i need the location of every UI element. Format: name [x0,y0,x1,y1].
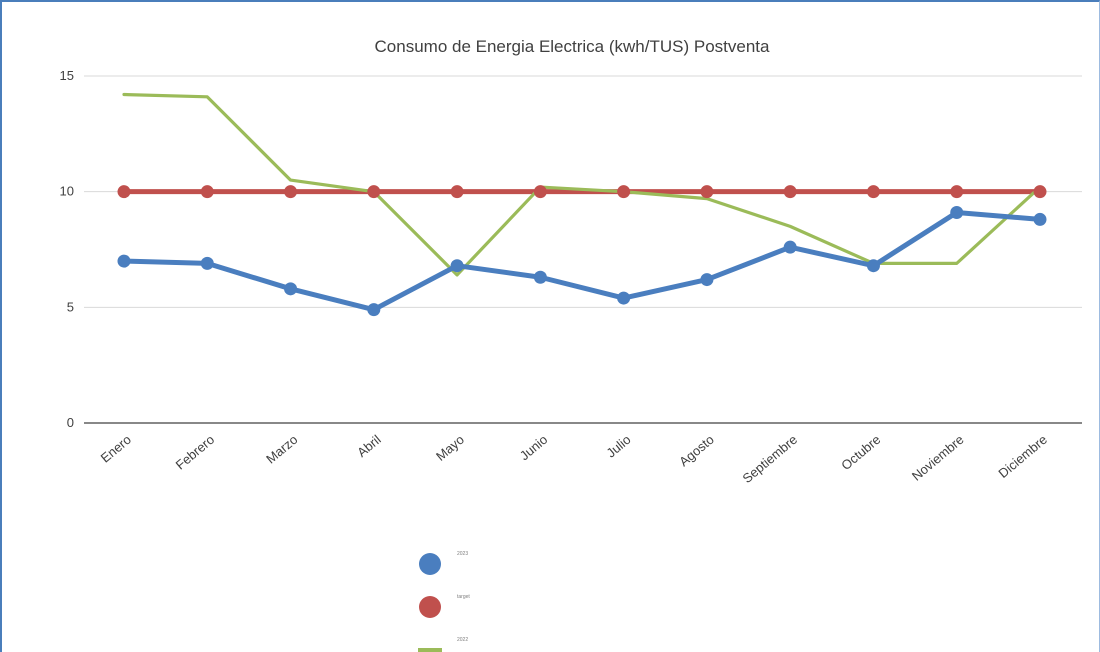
chart-title: Consumo de Energia Electrica (kwh/TUS) P… [375,37,770,56]
x-tick-label: Marzo [263,432,300,467]
data-point-target [1033,185,1047,199]
data-point-target [866,185,880,199]
x-tick-label: Diciembre [995,432,1049,481]
y-tick-label: 15 [60,68,74,83]
legend-label: target [457,594,470,600]
data-point-target [950,185,964,199]
x-axis-ticks: Enero Febrero Marzo Abril Mayo Junio Julio Agos… [98,432,1050,486]
data-point-target [617,185,631,199]
data-point-target [284,185,298,199]
data-point-2023 [783,240,797,254]
data-point-2023 [866,259,880,273]
x-tick-label: Agosto [676,432,717,470]
data-point-2023 [117,254,131,268]
series-line-2023 [121,209,1043,313]
data-point-2023 [200,256,214,270]
series-lines [117,92,1047,317]
x-tick-label: Mayo [433,432,467,464]
x-tick-label: Abril [354,432,384,460]
data-point-target [700,185,714,199]
y-tick-label: 0 [67,415,74,430]
data-point-target [450,185,464,199]
x-tick-label: Enero [98,432,134,466]
data-point-2023 [533,270,547,284]
x-tick-label: Octubre [838,432,883,473]
data-point-2023 [950,205,964,219]
data-point-2023 [1033,212,1047,226]
legend-label: 2022 [457,637,468,643]
data-point-2023 [367,303,381,317]
data-point-target [117,185,131,199]
legend-marker-target [419,596,441,618]
data-point-target [533,185,547,199]
data-point-2023 [617,291,631,305]
x-tick-label: Julio [603,432,633,461]
y-tick-label: 5 [67,299,74,314]
x-tick-label: Febrero [173,432,218,473]
legend: 2023 target 2022 [418,551,470,652]
y-axis-ticks: 0 5 10 15 [60,68,74,430]
data-point-2023 [700,273,714,287]
series-line-2022 [122,92,1042,277]
legend-marker-2023 [419,553,441,575]
x-tick-label: Septiembre [740,432,801,486]
legend-label: 2023 [457,551,468,557]
data-point-target [783,185,797,199]
y-tick-label: 10 [60,184,74,199]
data-point-target [367,185,381,199]
x-tick-label: Junio [517,432,550,463]
data-point-target [200,185,214,199]
data-point-2023 [450,259,464,273]
data-point-2023 [284,282,298,296]
x-tick-label: Noviembre [909,432,967,484]
gridlines [84,75,1082,424]
